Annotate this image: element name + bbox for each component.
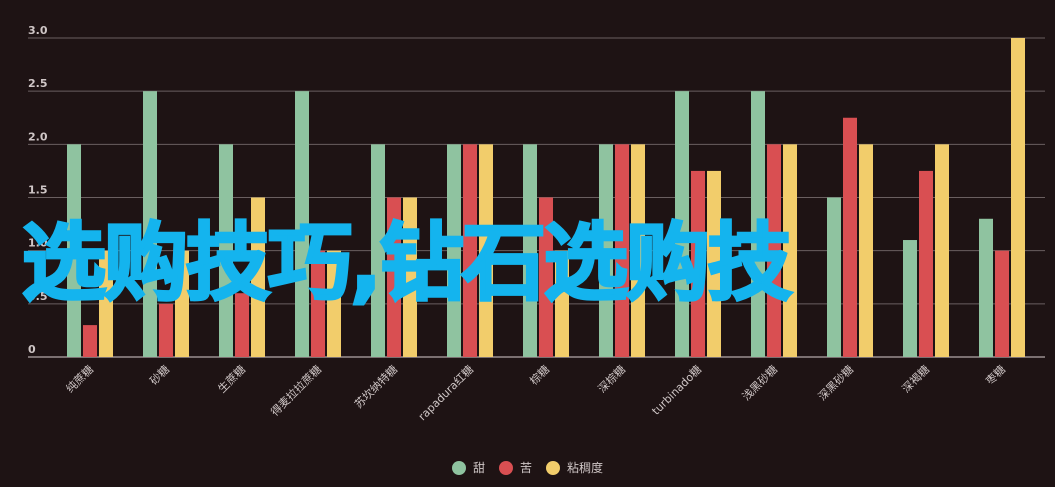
bar-粘稠度-8[interactable] xyxy=(707,170,721,357)
bar-苦-1[interactable] xyxy=(159,303,173,357)
bar-粘稠度-4[interactable] xyxy=(403,197,417,358)
bar-甜-11[interactable] xyxy=(903,240,917,357)
x-tick-label: 深褐糖 xyxy=(899,362,932,395)
bar-苦-11[interactable] xyxy=(919,170,933,357)
x-axis-labels: 纯蔗糖 砂糖 生蔗糖 得麦拉拉蔗糖 苏坎纳特糖 rapadura红糖 棕糖 深棕糖 turbin… xyxy=(63,362,1008,423)
bar-苦-9[interactable] xyxy=(767,144,781,357)
legend-item-1[interactable]: 苦 xyxy=(499,461,532,475)
bar-甜-12[interactable] xyxy=(979,218,993,357)
y-tick-label: 0 xyxy=(28,343,36,356)
bar-粘稠度-1[interactable] xyxy=(175,250,189,357)
bar-甜-8[interactable] xyxy=(675,91,689,358)
bar-甜-6[interactable] xyxy=(523,144,537,357)
bar-苦-3[interactable] xyxy=(311,250,325,357)
y-tick-label: 2.0 xyxy=(28,130,48,143)
bar-苦-12[interactable] xyxy=(995,250,1009,357)
legend-label: 甜 xyxy=(473,461,485,475)
bars xyxy=(67,38,1025,358)
x-tick-label: 纯蔗糖 xyxy=(63,362,96,395)
x-tick-label: rapadura红糖 xyxy=(415,362,476,423)
bar-苦-10[interactable] xyxy=(843,117,857,357)
watermark-overlay-text: 选购技巧,钻石选购技 xyxy=(21,213,794,314)
legend-item-0[interactable]: 甜 xyxy=(452,461,485,475)
bar-粘稠度-7[interactable] xyxy=(631,144,645,357)
bar-粘稠度-10[interactable] xyxy=(859,144,873,357)
bar-甜-4[interactable] xyxy=(371,144,385,357)
bar-苦-8[interactable] xyxy=(691,170,705,357)
bar-粘稠度-2[interactable] xyxy=(251,197,265,358)
y-tick-label: 1.0 xyxy=(28,237,48,250)
bar-粘稠度-9[interactable] xyxy=(783,144,797,357)
bar-粘稠度-11[interactable] xyxy=(935,144,949,357)
legend-swatch xyxy=(452,461,466,475)
bar-苦-2[interactable] xyxy=(235,293,249,357)
x-tick-label: 枣糖 xyxy=(983,362,1008,387)
legend-swatch xyxy=(546,461,560,475)
bar-甜-5[interactable] xyxy=(447,144,461,357)
x-tick-label: 深棕糖 xyxy=(595,362,628,395)
y-tick-label: 3.0 xyxy=(28,24,48,37)
bar-粘稠度-12[interactable] xyxy=(1011,38,1025,357)
x-tick-label: turbinado糖 xyxy=(649,362,704,417)
bar-粘稠度-3[interactable] xyxy=(327,250,341,357)
legend[interactable]: 甜 苦 粘稠度 xyxy=(452,460,603,475)
y-tick-label: 2.5 xyxy=(28,77,48,90)
x-tick-label: 生蔗糖 xyxy=(215,362,248,395)
x-tick-label: 棕糖 xyxy=(527,362,552,387)
bar-苦-6[interactable] xyxy=(539,197,553,358)
bar-甜-0[interactable] xyxy=(67,144,81,357)
bar-苦-0[interactable] xyxy=(83,325,97,357)
bar-粘稠度-5[interactable] xyxy=(479,144,493,357)
y-axis-ticks: 0 0.5 1.0 1.5 2.0 2.5 3.0 xyxy=(28,24,48,356)
bar-苦-5[interactable] xyxy=(463,144,477,357)
y-tick-label: 1.5 xyxy=(28,184,48,197)
legend-label: 粘稠度 xyxy=(567,460,603,475)
x-tick-label: 浅黑砂糖 xyxy=(739,362,780,403)
bar-苦-4[interactable] xyxy=(387,197,401,358)
bar-甜-9[interactable] xyxy=(751,91,765,358)
y-tick-label: 0.5 xyxy=(28,290,48,303)
x-tick-label: 深黑砂糖 xyxy=(815,362,856,403)
x-tick-label: 砂糖 xyxy=(147,362,172,387)
bar-甜-3[interactable] xyxy=(295,91,309,358)
legend-item-2[interactable]: 粘稠度 xyxy=(546,460,603,475)
legend-swatch xyxy=(499,461,513,475)
legend-label: 苦 xyxy=(520,461,532,475)
x-tick-label: 得麦拉拉蔗糖 xyxy=(268,362,325,419)
bar-甜-2[interactable] xyxy=(219,144,233,357)
bar-苦-7[interactable] xyxy=(615,144,629,357)
bar-甜-1[interactable] xyxy=(143,91,157,358)
bar-粘稠度-6[interactable] xyxy=(555,250,569,357)
bar-粘稠度-0[interactable] xyxy=(99,250,113,357)
bar-甜-10[interactable] xyxy=(827,197,841,358)
x-tick-label: 苏坎纳特糖 xyxy=(351,362,400,411)
bar-甜-7[interactable] xyxy=(599,144,613,357)
